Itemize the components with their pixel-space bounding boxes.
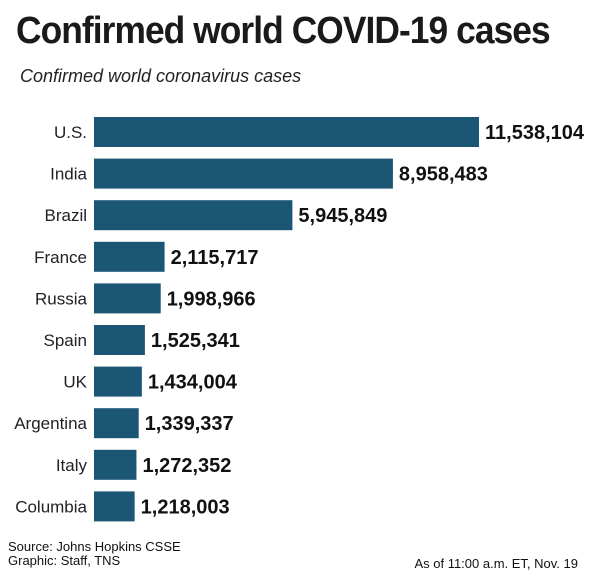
- category-label: India: [50, 165, 87, 184]
- value-label: 1,339,337: [145, 413, 234, 435]
- bar-u-s: [94, 117, 479, 147]
- bar-italy: [94, 449, 137, 480]
- value-label: 8,958,483: [399, 164, 488, 186]
- value-label: 2,115,717: [171, 247, 259, 269]
- value-label: 1,272,352: [142, 455, 231, 477]
- bar-brazil: [94, 200, 293, 231]
- category-label: UK: [63, 373, 87, 392]
- category-label: Spain: [44, 331, 87, 350]
- category-label: Columbia: [15, 497, 87, 516]
- category-label: Argentina: [14, 414, 87, 433]
- bar-india: [94, 158, 393, 189]
- bar-uk: [94, 366, 142, 397]
- bar-spain: [94, 325, 145, 355]
- category-label: U.S.: [54, 123, 87, 142]
- source-note: Source: Johns Hopkins CSSE Graphic: Staf…: [8, 540, 181, 568]
- category-label: Brazil: [44, 206, 87, 225]
- value-label: 1,525,341: [151, 330, 240, 352]
- as-of-note: As of 11:00 a.m. ET, Nov. 19: [414, 556, 578, 571]
- bar-russia: [94, 283, 161, 314]
- value-label: 1,434,004: [148, 372, 238, 394]
- bar-columbia: [94, 491, 135, 522]
- chart-subtitle: Confirmed world coronavirus cases: [20, 66, 302, 86]
- value-label: 1,218,003: [141, 496, 230, 518]
- category-label: Russia: [35, 289, 88, 308]
- category-label: Italy: [56, 456, 88, 475]
- value-label: 1,998,966: [167, 288, 256, 310]
- bar-france: [94, 241, 165, 272]
- graphic-credit: Graphic: Staff, TNS: [8, 553, 121, 568]
- bar-chart: U.S. 11,538,104 India 8,958,483 Brazil 5,945,…: [14, 117, 585, 522]
- value-label: 11,538,104: [485, 122, 585, 144]
- value-label: 5,945,849: [298, 205, 387, 227]
- chart-title: Confirmed world COVID-19 cases: [16, 10, 551, 52]
- bar-argentina: [94, 408, 139, 439]
- source-text: Source: Johns Hopkins CSSE: [8, 539, 181, 554]
- category-label: France: [34, 248, 87, 267]
